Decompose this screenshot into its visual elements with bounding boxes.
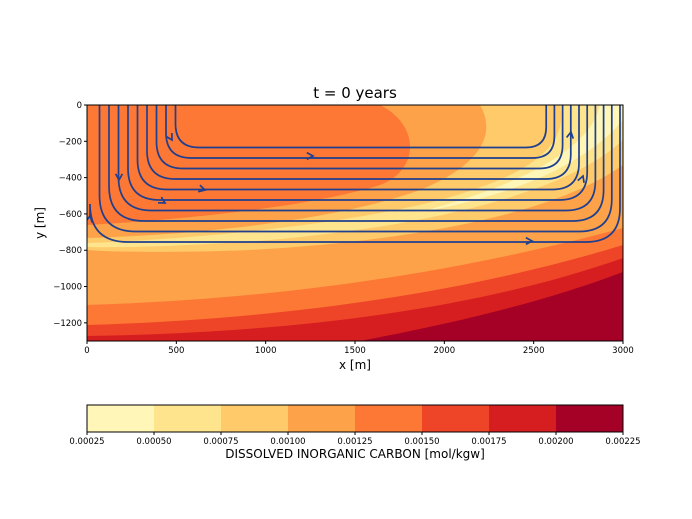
colorbar-label: DISSOLVED INORGANIC CARBON [mol/kgw] (225, 447, 485, 461)
y-tick-label: −200 (59, 137, 82, 147)
streamline (117, 105, 597, 212)
colorbar-tick-label: 0.00150 (404, 437, 439, 447)
streamline-arrow (114, 173, 124, 182)
streamline (127, 105, 589, 201)
streamline-arrow (197, 184, 207, 193)
chart-title: t = 0 years (313, 84, 397, 102)
colorbar-swatch (355, 405, 423, 432)
band-0.00075-0.001 (87, 105, 623, 252)
colorbar-swatch (154, 405, 222, 432)
colorbar-tick-label: 0.00200 (538, 437, 573, 447)
streamline-arrow (525, 236, 534, 246)
colorbar-tick-label: 0.00125 (337, 437, 372, 447)
y-tick-label: 0 (77, 101, 82, 111)
colorbar-swatch (221, 405, 289, 432)
streamline-arrow (577, 174, 585, 184)
y-tick-label: −400 (59, 174, 82, 184)
y-tick-label: −800 (59, 246, 82, 256)
band-deep-0.002 (360, 272, 623, 341)
colorbar-swatch (489, 405, 557, 432)
band-surface-high (87, 105, 410, 224)
x-tick-label: 2500 (523, 346, 545, 356)
x-tick-label: 0 (84, 346, 89, 356)
colorbar-swatch (87, 405, 155, 432)
colorbar-swatch (288, 405, 356, 432)
x-tick-label: 500 (168, 346, 184, 356)
plot-area (87, 105, 623, 341)
streamlines (87, 105, 621, 246)
y-tick-label: −1200 (53, 319, 82, 329)
colorbar-swatch (422, 405, 490, 432)
colorbar-tick-label: 0.00175 (471, 437, 506, 447)
y-axis: 0 −200 −400 −600 −800 −1000 −1200 (53, 101, 87, 329)
streamline-arrow (157, 196, 167, 204)
y-tick-label: −600 (59, 210, 82, 220)
colorbar: 0.00025 0.00050 0.00075 0.00100 0.00125 0.001… (69, 404, 641, 447)
x-tick-label: 2000 (434, 346, 456, 356)
y-axis-label: y [m] (33, 207, 47, 239)
streamline (136, 105, 580, 191)
streamline-arrow (565, 130, 575, 139)
streamline (174, 105, 548, 149)
colorbar-tick-label: 0.00050 (136, 437, 171, 447)
streamline-arrow (165, 132, 173, 142)
streamline (146, 105, 572, 180)
x-axis: 0 500 1000 1500 2000 2500 3000 (84, 341, 634, 356)
streamline (108, 105, 605, 222)
band-0.00025-0.0005 (420, 105, 623, 212)
colorbar-tick-label: 0.00100 (270, 437, 305, 447)
colorbar-tick-label: 0.00075 (203, 437, 238, 447)
y-tick-label: −1000 (53, 283, 82, 293)
x-tick-label: 1000 (255, 346, 277, 356)
streamline (98, 105, 613, 233)
colorbar-tick-label: 0.00025 (69, 437, 104, 447)
x-tick-label: 3000 (612, 346, 634, 356)
streamline-arrow (306, 151, 315, 161)
band-0.0005-0.00075 (87, 105, 623, 248)
colorbar-swatch (556, 405, 624, 432)
streamline (165, 105, 556, 159)
x-axis-label: x [m] (339, 358, 371, 372)
x-tick-label: 1500 (344, 346, 366, 356)
colorbar-tick-label: 0.00225 (605, 437, 640, 447)
streamline (155, 105, 564, 170)
